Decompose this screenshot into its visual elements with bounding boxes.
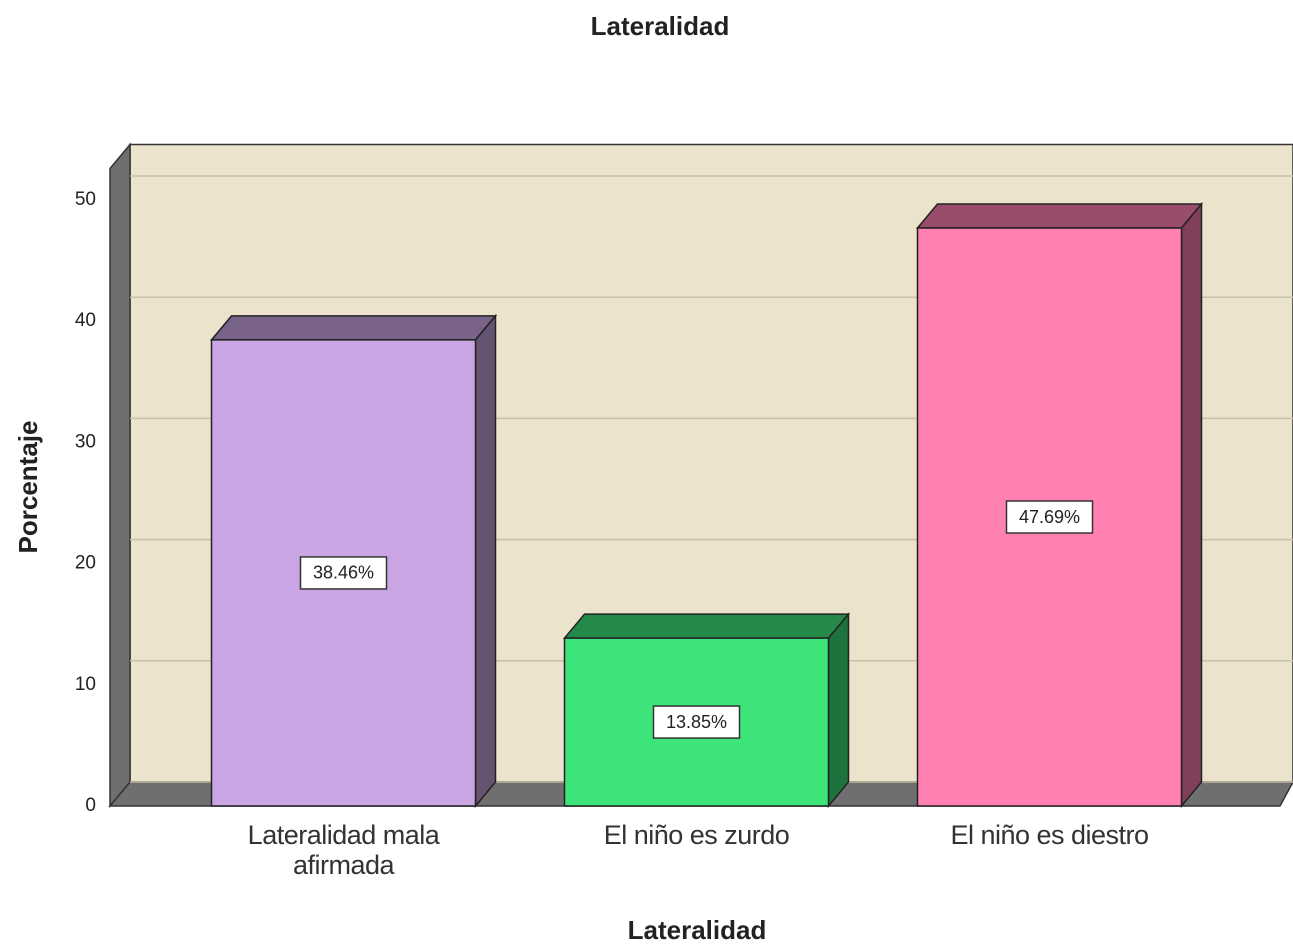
value-label-box bbox=[1005, 500, 1094, 534]
x-axis-title: Lateralidad bbox=[628, 915, 767, 945]
bar-side bbox=[1180, 201, 1203, 809]
bar-top bbox=[209, 315, 498, 341]
y-tick-label: 0 bbox=[85, 795, 96, 816]
bar-side bbox=[827, 612, 850, 809]
x-tick-label: El niño es zurdo bbox=[603, 820, 790, 850]
bar-side bbox=[474, 313, 497, 809]
left-wall bbox=[109, 142, 131, 809]
y-tick-label: 40 bbox=[75, 310, 96, 331]
chart-title: Lateralidad bbox=[591, 11, 730, 41]
value-label: 38.46% bbox=[313, 563, 374, 583]
y-tick-label: 30 bbox=[75, 431, 96, 452]
value-label-box bbox=[299, 556, 388, 590]
bar-top bbox=[562, 613, 851, 639]
y-tick-label: 50 bbox=[75, 189, 96, 210]
y-tick-label: 20 bbox=[75, 553, 96, 574]
x-tick-label: El niño es diestro bbox=[950, 820, 1149, 850]
y-axis-title: Porcentaje bbox=[13, 421, 43, 554]
y-tick-label: 10 bbox=[75, 674, 96, 695]
x-tick-label: Lateralidad mala afirmada bbox=[247, 820, 440, 880]
value-label: 13.85% bbox=[666, 712, 727, 732]
bar-top bbox=[915, 203, 1204, 229]
value-label: 47.69% bbox=[1019, 507, 1080, 527]
value-label-box bbox=[652, 705, 741, 739]
